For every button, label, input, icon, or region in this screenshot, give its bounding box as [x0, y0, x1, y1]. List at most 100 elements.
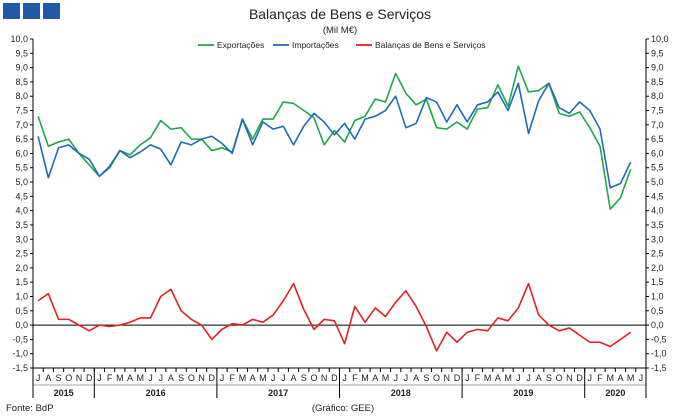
x-tick-label-month: O [556, 373, 563, 383]
x-tick-label-month: M [484, 373, 492, 383]
x-tick-label-month: M [137, 373, 145, 383]
x-tick-label-month: M [259, 373, 267, 383]
x-tick-label-month: O [310, 373, 317, 383]
x-tick-label-month: A [168, 373, 174, 383]
x-tick-label-month: J [148, 373, 153, 383]
x-tick-label-month: F [107, 373, 113, 383]
x-tick-label-month: N [566, 373, 573, 383]
x-year-label: 2020 [605, 388, 625, 398]
x-tick-label-month: J [220, 373, 225, 383]
x-tick-label-month: O [188, 373, 195, 383]
x-tick-label-month: J [526, 373, 531, 383]
y-tick-label-right: 10,0 [651, 34, 669, 44]
x-tick-label-month: A [495, 373, 501, 383]
x-tick-label-month: J [639, 373, 644, 383]
footer-source: Fonte: BdP [6, 403, 54, 414]
y-tick-label-left: 3,0 [15, 234, 28, 244]
y-tick-label-left: 2,5 [15, 249, 28, 259]
y-tick-label-right: -1,0 [651, 349, 667, 359]
legend-label-3: Balanças de Bens e Serviços [375, 40, 486, 50]
x-tick-label-month: D [576, 373, 583, 383]
x-tick-label-month: O [433, 373, 440, 383]
y-tick-label-left: 9,0 [15, 63, 28, 73]
y-tick-label-left: 4,5 [15, 191, 28, 201]
y-tick-label-left: 2,0 [15, 263, 28, 273]
x-tick-label-month: J [393, 373, 398, 383]
x-tick-label-month: O [65, 373, 72, 383]
series-line-2 [37, 82, 632, 189]
y-tick-label-left: 0,0 [15, 320, 28, 330]
x-tick-label-month: M [239, 373, 247, 383]
y-tick-label-left: 7,0 [15, 120, 28, 130]
x-tick-label-month: N [321, 373, 328, 383]
x-tick-label-month: J [158, 373, 163, 383]
y-tick-label-left: 3,5 [15, 220, 28, 230]
y-tick-label-left: -1,0 [12, 349, 28, 359]
x-tick-label-month: M [627, 373, 635, 383]
y-tick-label-right: 2,5 [651, 249, 664, 259]
x-tick-label-month: J [271, 373, 276, 383]
x-year-label: 2016 [146, 388, 166, 398]
x-tick-label-month: M [606, 373, 614, 383]
y-tick-label-left: 8,0 [15, 91, 28, 101]
y-tick-label-right: 1,5 [651, 277, 664, 287]
x-tick-label-month: M [116, 373, 124, 383]
x-tick-label-month: J [97, 373, 102, 383]
y-tick-label-left: 8,5 [15, 77, 28, 87]
chart-series [37, 65, 632, 352]
x-year-label: 2019 [513, 388, 533, 398]
x-tick-label-month: A [617, 373, 623, 383]
x-tick-label-month: A [413, 373, 419, 383]
y-tick-label-right: 0,5 [651, 306, 664, 316]
y-tick-label-left: 10,0 [10, 34, 28, 44]
x-tick-label-month: J [516, 373, 521, 383]
x-tick-label-month: J [342, 373, 347, 383]
y-tick-label-left: 6,5 [15, 134, 28, 144]
x-tick-label-month: M [504, 373, 512, 383]
x-tick-label-month: J [36, 373, 41, 383]
x-tick-label-month: F [475, 373, 481, 383]
x-tick-label-month: J [588, 373, 593, 383]
chart-axes: -1,5 -1,5 -1,0 -1,0 -0,5 -0,5 0,0 0,0 0,5 0,5 1,0 1… [10, 34, 668, 373]
y-tick-label-right: 7,0 [651, 120, 664, 130]
y-tick-label-right: 3,0 [651, 234, 664, 244]
y-tick-label-right: 5,0 [651, 177, 664, 187]
x-tick-label-month: D [454, 373, 461, 383]
x-tick-label-month: F [597, 373, 603, 383]
x-tick-label-month: S [546, 373, 552, 383]
footer-credit: (Gráfico: GEE) [312, 403, 374, 414]
x-tick-label-month: A [45, 373, 51, 383]
y-tick-label-right: -0,5 [651, 334, 667, 344]
y-tick-label-right: 4,0 [651, 206, 664, 216]
y-tick-label-right: 9,0 [651, 63, 664, 73]
y-tick-label-left: 5,0 [15, 177, 28, 187]
x-tick-label-month: J [404, 373, 409, 383]
series-line-1 [37, 65, 632, 211]
x-tick-label-month: A [536, 373, 542, 383]
x-year-label: 2017 [268, 388, 288, 398]
header-logo-block-3 [43, 3, 60, 19]
y-tick-label-left: 5,5 [15, 163, 28, 173]
y-tick-label-left: 0,5 [15, 306, 28, 316]
x-tick-label-month: A [372, 373, 378, 383]
series-line-3 [37, 282, 632, 352]
y-tick-label-right: 8,5 [651, 77, 664, 87]
y-tick-label-right: 3,5 [651, 220, 664, 230]
y-tick-label-right: -1,5 [651, 363, 667, 373]
y-tick-label-left: 4,0 [15, 206, 28, 216]
x-tick-label-month: S [178, 373, 184, 383]
x-tick-label-month: S [423, 373, 429, 383]
y-tick-label-right: 8,0 [651, 91, 664, 101]
x-tick-label-month: D [86, 373, 93, 383]
y-tick-label-left: -1,5 [12, 363, 28, 373]
x-tick-label-month: A [250, 373, 256, 383]
y-tick-label-right: 5,5 [651, 163, 664, 173]
y-tick-label-right: 4,5 [651, 191, 664, 201]
y-tick-label-right: 6,5 [651, 134, 664, 144]
x-tick-label-month: M [361, 373, 369, 383]
y-tick-label-left: 9,5 [15, 48, 28, 58]
y-tick-label-left: 1,5 [15, 277, 28, 287]
chart-subtitle: (Mil M€) [323, 25, 357, 36]
x-year-label: 2018 [391, 388, 411, 398]
